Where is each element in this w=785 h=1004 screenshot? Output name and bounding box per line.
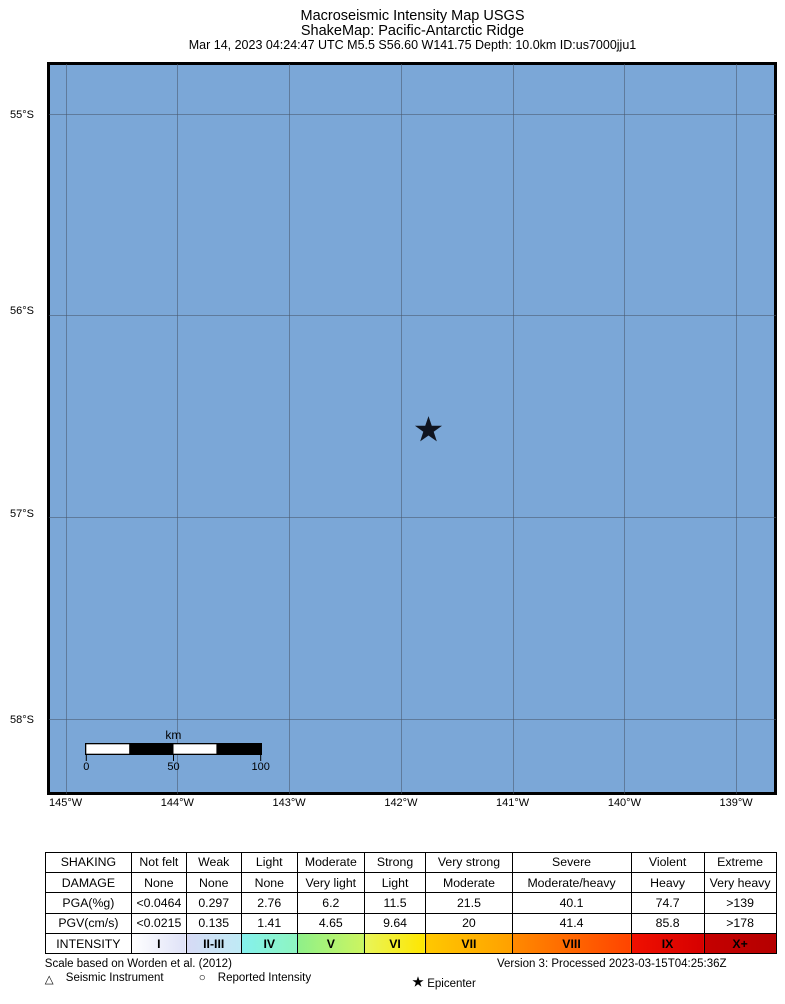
svg-text:50: 50 [167,761,179,773]
svg-text:100: 100 [251,761,269,773]
svg-text:0: 0 [83,761,89,773]
